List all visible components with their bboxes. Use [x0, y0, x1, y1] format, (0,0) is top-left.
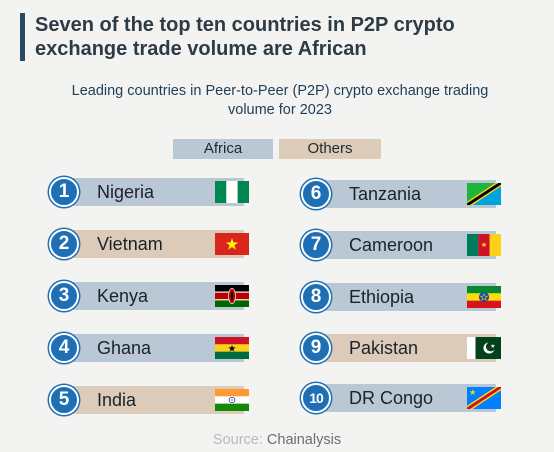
country-name: Vietnam — [97, 234, 163, 254]
rank-badge: 1 — [49, 177, 79, 207]
row-pill — [65, 334, 244, 362]
source-label: Source: — [212, 432, 263, 448]
row-pill — [65, 282, 244, 310]
kenya-flag-icon — [215, 285, 249, 307]
cameroon-flag-icon — [467, 234, 501, 256]
ranking-row-1: 1 Nigeria — [49, 177, 249, 207]
rank-badge: 5 — [49, 385, 79, 415]
row-pill — [65, 386, 244, 414]
source-name: Chainalysis — [266, 432, 342, 448]
ranking-row-5: 5 India — [49, 385, 249, 415]
row-pill — [317, 334, 496, 362]
page-title: Seven of the top ten countries in P2P cr… — [35, 14, 455, 60]
title-accent-bar — [20, 13, 25, 61]
row-pill — [317, 384, 496, 412]
row-pill — [317, 283, 496, 311]
pakistan-flag-icon — [467, 337, 501, 359]
country-name: Nigeria — [97, 182, 155, 202]
ranking-row-4: 4 Ghana — [49, 333, 249, 363]
ranking-row-7: 7 Cameroon — [301, 230, 501, 260]
chart-subtitle: Leading countries in Peer-to-Peer (P2P) … — [71, 83, 489, 118]
rank-badge: 7 — [301, 230, 331, 260]
nigeria-flag-icon — [215, 181, 249, 203]
ghana-flag-icon — [215, 337, 249, 359]
row-pill — [317, 180, 496, 208]
legend-others: Others — [279, 139, 381, 159]
ethiopia-flag-icon — [467, 286, 501, 308]
rank-badge: 9 — [301, 333, 331, 363]
rank-badge: 8 — [301, 282, 331, 312]
rank-badge: 6 — [301, 179, 331, 209]
ranking-row-3: 3 Kenya — [49, 281, 249, 311]
legend-africa: Africa — [173, 139, 273, 159]
country-name: DR Congo — [349, 388, 434, 408]
ranking-row-8: 8 Ethiopia — [301, 282, 501, 312]
row-pill — [65, 230, 244, 258]
rank-badge: 4 — [49, 333, 79, 363]
country-name: Ghana — [97, 338, 152, 358]
rank-badge: 2 — [49, 229, 79, 259]
rank-badge: 10 — [301, 383, 331, 413]
ranking-row-6: 6 Tanzania — [301, 179, 501, 209]
source-footer: Source: Chainalysis — [0, 432, 554, 448]
country-name: Tanzania — [349, 184, 422, 204]
country-name: Pakistan — [349, 338, 419, 358]
ranking-row-2: 2 Vietnam — [49, 229, 249, 259]
country-name: Kenya — [97, 286, 149, 306]
country-name: Cameroon — [349, 235, 434, 255]
row-pill — [65, 178, 244, 206]
drcongo-flag-icon — [467, 387, 501, 409]
row-pill — [317, 231, 496, 259]
india-flag-icon — [215, 389, 249, 411]
ranking-row-10: 10 DR Congo — [301, 383, 501, 413]
country-name: Ethiopia — [349, 287, 415, 307]
ranking-row-9: 9 Pakistan — [301, 333, 501, 363]
country-name: India — [97, 390, 137, 410]
vietnam-flag-icon — [215, 233, 249, 255]
rank-badge: 3 — [49, 281, 79, 311]
tanzania-flag-icon — [467, 183, 501, 205]
